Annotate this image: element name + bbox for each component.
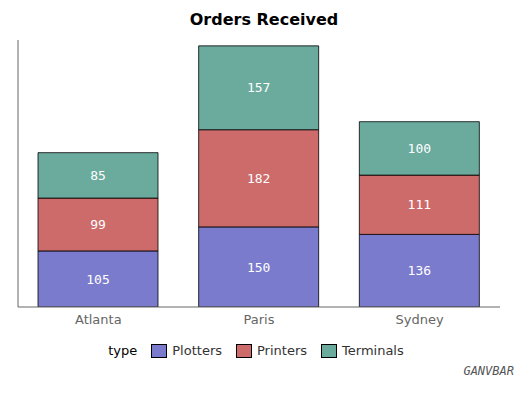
- html-text:Printers: Printers: [257, 343, 307, 358]
- svg-text:136: 136: [408, 263, 431, 278]
- svg-text:150: 150: [247, 260, 270, 275]
- svg-text:85: 85: [90, 168, 106, 183]
- html-text:Terminals: Terminals: [342, 343, 404, 358]
- svg-text:100: 100: [408, 141, 431, 156]
- html-text:GANVBAR: GANVBAR: [463, 364, 514, 378]
- svg-text:157: 157: [247, 80, 270, 95]
- html-text:type: type: [108, 343, 138, 358]
- svg-text:182: 182: [247, 171, 270, 186]
- svg-text:Atlanta: Atlanta: [75, 312, 122, 327]
- html-text:Orders Received: Orders Received: [189, 10, 339, 29]
- svg-text:Sydney: Sydney: [396, 312, 444, 327]
- svg-text:105: 105: [86, 272, 109, 287]
- svg-text:111: 111: [408, 197, 431, 212]
- svg-text:99: 99: [90, 217, 106, 232]
- svg-text:Paris: Paris: [244, 312, 275, 327]
- html-text:Plotters: Plotters: [172, 343, 222, 358]
